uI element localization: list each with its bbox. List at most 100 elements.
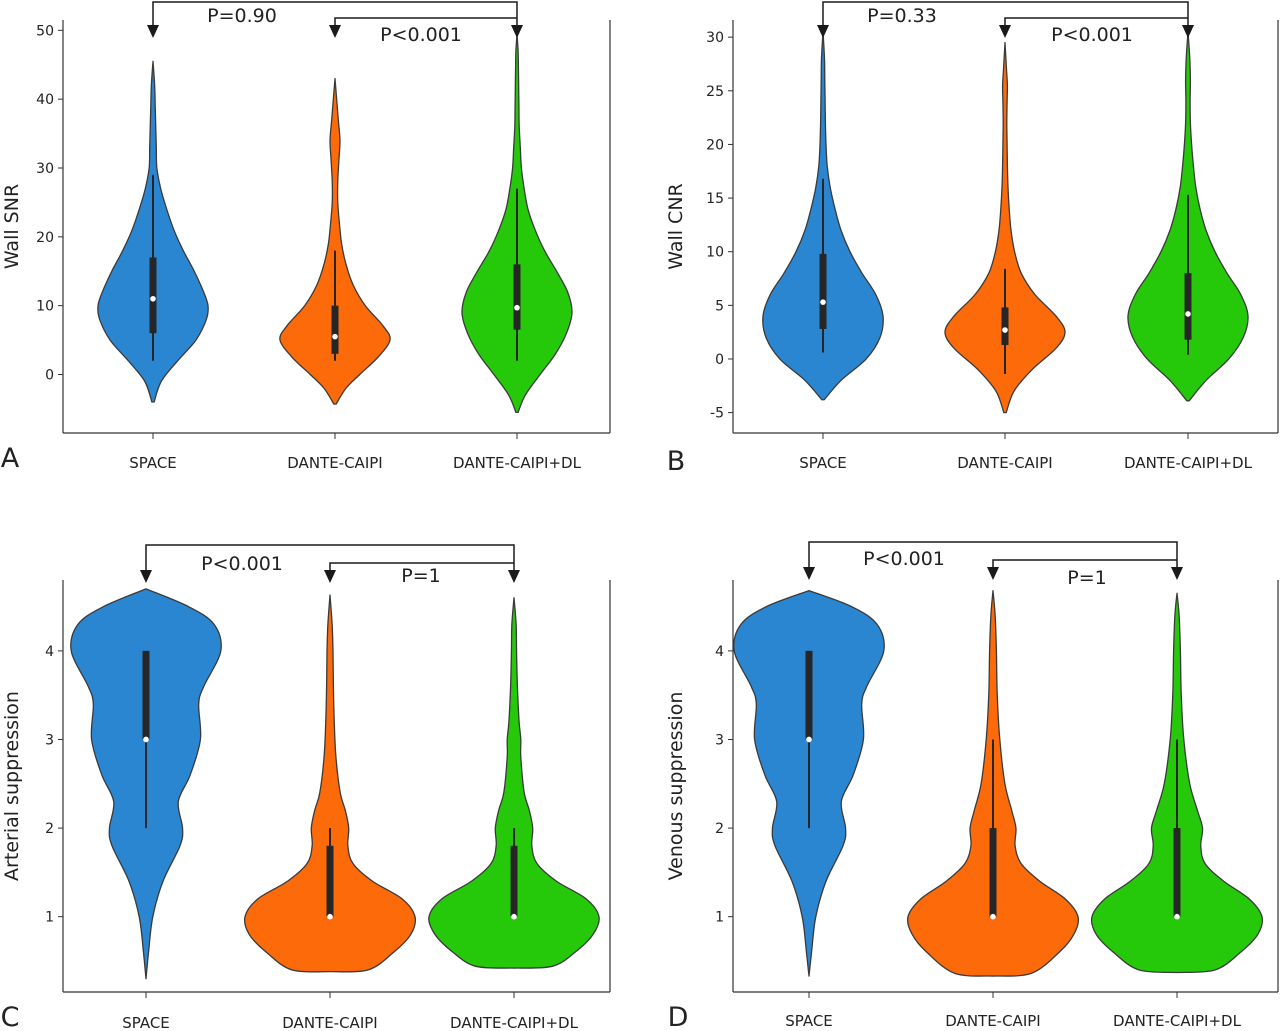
y-tick-label: 10 [36, 299, 54, 315]
p-value-label: P<0.001 [863, 548, 945, 570]
y-tick-label: 1 [715, 910, 724, 926]
iqr-box [1001, 307, 1009, 346]
violin-dante-caipi [243, 594, 417, 973]
panel-b: -5 0 5 10 15 20 25 30 Wall CNR SPACE DANTE-CAIPI DA… [665, 1, 1279, 477]
bracket-arrow [140, 570, 152, 583]
bracket-arrow [999, 25, 1011, 38]
panel-letter: C [1, 1002, 20, 1031]
bracket-arrow [803, 567, 815, 580]
y-tick-label: 40 [36, 92, 54, 108]
y-axis-label: Venous suppression [665, 692, 687, 881]
median-marker [143, 736, 149, 743]
x-tick-label: DANTE-CAIPI [945, 1012, 1040, 1030]
x-tick-label: SPACE [799, 454, 847, 472]
panel-a: 0 10 20 30 40 50 Wall SNR SPACE DANTE-CAIPI DANTE… [1, 1, 611, 474]
y-tick-label: 30 [706, 30, 724, 46]
y-tick-label: 3 [715, 732, 724, 748]
y-tick-label: 30 [36, 161, 54, 177]
bracket-arrow [1182, 25, 1194, 38]
comparison-bracket-outer [808, 541, 1178, 568]
y-tick-label: 10 [706, 245, 724, 261]
y-tick-label: 0 [45, 367, 54, 383]
median-marker [806, 736, 812, 743]
median-marker [820, 299, 826, 305]
y-tick-label: 20 [706, 137, 724, 153]
bracket-arrow [147, 25, 159, 38]
y-tick-label: 5 [715, 298, 724, 314]
x-tick-label: DANTE-CAIPI [957, 454, 1052, 472]
median-marker [511, 913, 517, 920]
x-tick-label: DANTE-CAIPI+DL [1113, 1012, 1242, 1030]
iqr-box [331, 305, 339, 354]
median-marker [1002, 327, 1008, 333]
median-marker [332, 333, 338, 340]
iqr-box [1173, 828, 1181, 917]
iqr-box [989, 828, 997, 917]
panel-d: 1 2 3 4 Venous suppression SPACE DANTE-CAIPI DA… [665, 541, 1279, 1031]
p-value-label: P=0.90 [207, 5, 277, 27]
bracket-arrow [817, 25, 829, 38]
bracket-arrow [1171, 567, 1183, 580]
y-tick-label: 50 [36, 23, 54, 39]
y-tick-label: 0 [715, 352, 724, 368]
bracket-arrow [987, 567, 999, 580]
violin-dante-caipi-dl [428, 597, 600, 969]
y-tick-label: 20 [36, 230, 54, 246]
p-value-label: P<0.001 [201, 553, 283, 575]
p-value-label: P=1 [401, 565, 440, 587]
y-axis-label: Wall SNR [1, 184, 23, 269]
y-tick-label: 25 [706, 84, 724, 100]
iqr-box [326, 845, 334, 917]
comparison-bracket-inner [334, 17, 517, 26]
x-tick-label: SPACE [785, 1012, 833, 1030]
p-value-label: P<0.001 [380, 24, 462, 46]
median-marker [514, 304, 520, 311]
iqr-box [142, 650, 150, 740]
y-tick-label: 15 [706, 191, 724, 207]
violin-dante-caipi [944, 41, 1066, 414]
y-tick-label: -5 [710, 406, 724, 422]
p-value-label: P=0.33 [867, 5, 937, 27]
y-tick-label: 4 [715, 644, 724, 660]
iqr-box [805, 650, 813, 740]
iqr-box [1184, 273, 1192, 340]
panel-letter: D [668, 1002, 689, 1031]
y-tick-label: 4 [45, 644, 54, 660]
comparison-bracket-outer [152, 1, 518, 26]
bracket-arrow [508, 570, 520, 583]
p-value-label: P<0.001 [1051, 24, 1133, 46]
bracket-arrow [511, 25, 523, 38]
comparison-bracket-inner [992, 559, 1177, 568]
median-marker [1185, 311, 1191, 317]
y-axis-label: Arterial suppression [1, 691, 23, 881]
y-tick-label: 2 [715, 821, 724, 837]
iqr-box [149, 257, 157, 334]
violin-dante-caipi [279, 77, 391, 405]
comparison-bracket-outer [145, 544, 515, 571]
median-marker [150, 295, 156, 302]
y-tick-label: 3 [45, 732, 54, 748]
median-marker [990, 913, 996, 920]
bracket-arrow [329, 25, 341, 38]
iqr-box [510, 845, 518, 917]
x-tick-label: SPACE [122, 1014, 170, 1031]
x-tick-label: DANTE-CAIPI+DL [453, 454, 582, 472]
y-tick-label: 1 [45, 910, 54, 926]
iqr-box [513, 264, 521, 330]
panel-letter: B [667, 446, 686, 477]
median-marker [327, 913, 333, 920]
panel-c: 1 2 3 4 Arterial suppression SPACE DANTE-CAIPI… [1, 544, 611, 1031]
p-value-label: P=1 [1067, 567, 1106, 589]
x-tick-label: DANTE-CAIPI [287, 454, 382, 472]
x-tick-label: DANTE-CAIPI [282, 1014, 377, 1031]
bracket-arrow [324, 570, 336, 583]
median-marker [1174, 913, 1180, 920]
iqr-box [819, 253, 827, 329]
x-tick-label: DANTE-CAIPI+DL [1124, 454, 1253, 472]
comparison-bracket-inner [1004, 17, 1188, 26]
y-axis-label: Wall CNR [665, 183, 687, 270]
comparison-bracket-inner [329, 562, 514, 571]
comparison-bracket-outer [822, 1, 1189, 26]
